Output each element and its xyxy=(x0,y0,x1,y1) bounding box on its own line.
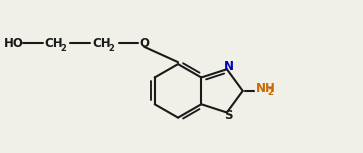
Text: HO: HO xyxy=(4,37,24,50)
Text: CH: CH xyxy=(92,37,111,50)
Text: N: N xyxy=(224,60,234,73)
Text: S: S xyxy=(224,110,232,123)
Text: CH: CH xyxy=(44,37,63,50)
Text: 2: 2 xyxy=(267,88,273,97)
Text: 2: 2 xyxy=(61,44,66,53)
Text: NH: NH xyxy=(256,82,276,95)
Text: O: O xyxy=(139,37,149,50)
Text: 2: 2 xyxy=(108,44,114,53)
